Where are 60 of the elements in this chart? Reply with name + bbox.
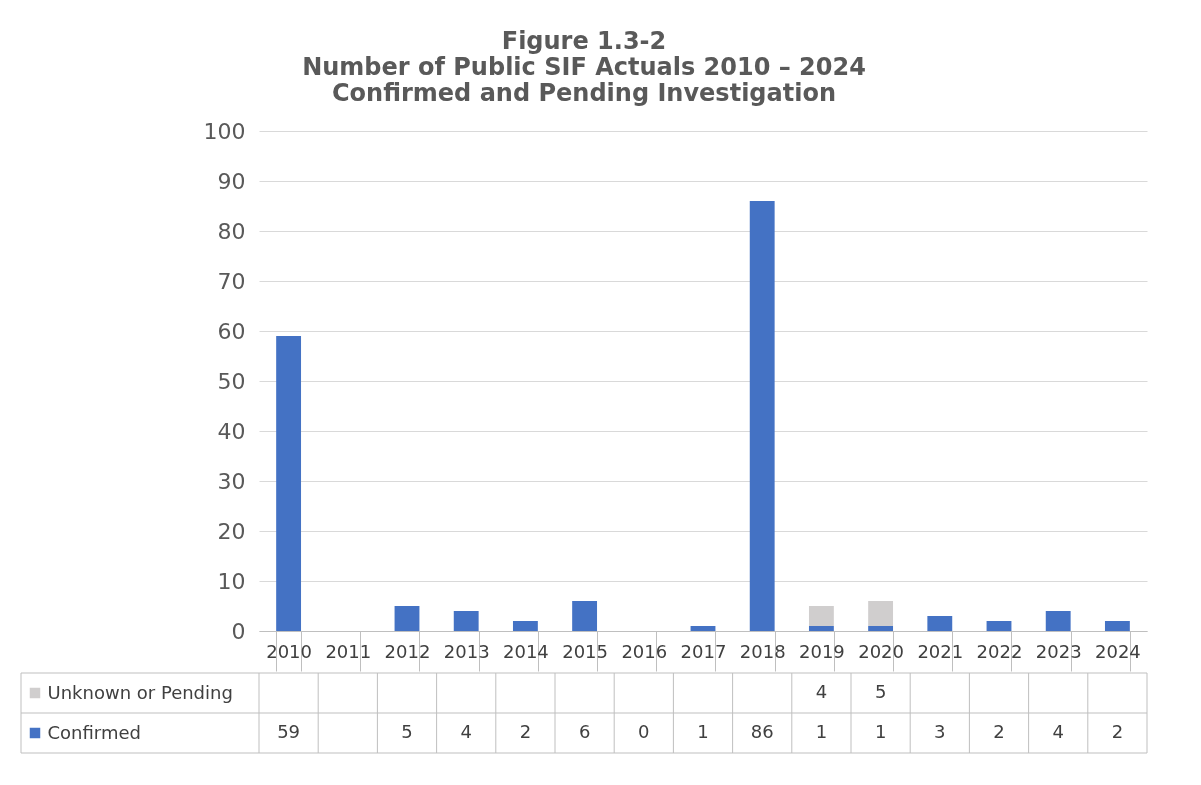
bar <box>453 611 479 631</box>
legend-label: Unknown or Pending <box>47 681 233 703</box>
bar <box>986 621 1012 631</box>
x-tick-label: 2012 <box>384 640 431 662</box>
data-label: 3 <box>934 721 946 742</box>
data-label: 4 <box>815 681 828 702</box>
data-label: 2 <box>993 721 1005 742</box>
y-tick-label: 80 <box>217 218 246 244</box>
x-tick-label: 2022 <box>976 640 1023 662</box>
x-tick-label: 2016 <box>621 640 668 662</box>
x-tick-label: 2014 <box>502 640 549 662</box>
x-tick-label: 2024 <box>1094 640 1141 662</box>
x-tick-label: 2015 <box>562 640 609 662</box>
y-tick-label: 20 <box>217 518 246 544</box>
y-tick-label: 50 <box>217 368 246 394</box>
data-label: 2 <box>1111 721 1124 742</box>
chart-title: Figure 1.3-2 Number of Public SIF Actuals 2010 – 2024 Confirmed and Pending Investigation <box>302 27 866 107</box>
bar <box>1045 611 1071 631</box>
bar <box>927 616 953 631</box>
y-tick-label: 30 <box>217 468 246 494</box>
bar <box>808 626 834 631</box>
bar <box>690 626 716 631</box>
bar <box>868 601 894 626</box>
bar <box>749 201 775 631</box>
data-label: 5 <box>874 681 887 702</box>
data-label: 1 <box>874 721 887 742</box>
x-tick-label: 2020 <box>858 640 905 662</box>
x-tick-label: 2011 <box>325 640 372 662</box>
x-tick-label: 2023 <box>1035 640 1082 662</box>
data-label: 5 <box>401 721 413 742</box>
bar <box>512 621 538 631</box>
x-tick-label: 2021 <box>917 640 964 662</box>
x-tick-label: 2019 <box>798 640 845 662</box>
data-label: 59 <box>277 721 301 742</box>
data-label: 6 <box>578 721 591 742</box>
y-tick-label: 10 <box>217 568 246 594</box>
y-tick-label: 0 <box>231 618 246 644</box>
data-label: 1 <box>697 721 709 742</box>
y-tick-label: 100 <box>203 118 246 144</box>
x-tick-label: 2010 <box>266 640 313 662</box>
y-tick-label: 60 <box>217 318 246 344</box>
data-label: 1 <box>815 721 828 742</box>
bar <box>394 606 420 631</box>
y-tick-label: 40 <box>217 418 246 444</box>
data-label: 0 <box>638 721 650 742</box>
data-label: 4 <box>460 721 472 742</box>
data-label: 86 <box>750 721 774 742</box>
x-tick-label: 2013 <box>443 640 490 662</box>
y-tick-label: 70 <box>217 268 246 294</box>
bar <box>1104 621 1130 631</box>
x-tick-label: 2018 <box>739 640 786 662</box>
bar <box>572 601 598 631</box>
bar <box>868 626 894 631</box>
bar <box>808 606 834 626</box>
y-tick-label: 90 <box>217 168 246 194</box>
data-label: 4 <box>1052 721 1064 742</box>
bar <box>276 336 302 631</box>
legend-label: Confirmed <box>47 721 141 743</box>
data-label: 2 <box>519 721 532 742</box>
x-tick-label: 2017 <box>680 640 727 662</box>
